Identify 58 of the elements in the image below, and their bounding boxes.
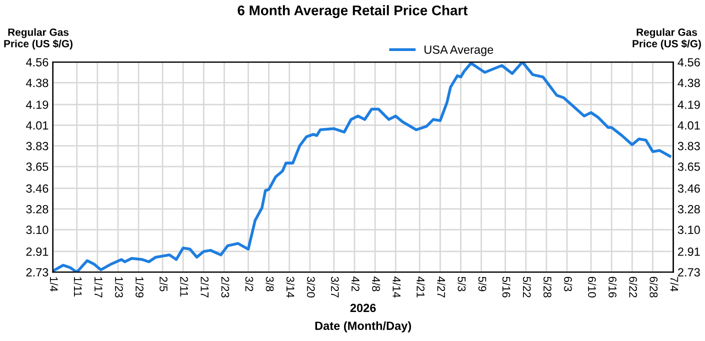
y-axis-title: Regular Gas Price (US $/G) (4, 28, 72, 50)
x-tick-label: 5/16 (502, 276, 510, 298)
y2-tick-label: 3.28 (678, 205, 700, 214)
x-tick-label: 5/3 (458, 276, 466, 292)
y2-tick-label: 3.65 (678, 162, 700, 171)
y2-tick-label: 4.38 (678, 78, 700, 88)
x-tick-label: 3/20 (306, 276, 316, 298)
x-tick-label: 4/21 (416, 276, 425, 298)
y2-tick-label: 3.46 (678, 184, 700, 193)
x-tick-label: 2/5 (160, 276, 168, 292)
x-tick-label: 1/11 (74, 277, 82, 297)
x-tick-label: 6/3 (564, 276, 572, 292)
x-tick-label: 1/29 (136, 277, 144, 298)
y-tick-label: 3.28 (26, 205, 48, 214)
y2-axis-title: Regular Gas Price (US $/G) (632, 28, 701, 50)
x-tick-label: 3/14 (286, 276, 295, 298)
x-tick-label: 3/2 (245, 276, 254, 292)
y2-tick-label: 3.83 (678, 142, 700, 150)
x-tick-label: 4/8 (372, 276, 380, 292)
x-tick-label: 3/8 (266, 276, 274, 292)
x-tick-label: 2/17 (200, 276, 209, 298)
x-tick-label: 2/11 (180, 276, 188, 297)
x-tick-label: 5/9 (478, 276, 487, 292)
x-tick-label: 6/16 (608, 276, 617, 298)
x-tick-label: 1/23 (115, 277, 124, 298)
x-tick-label: 6/10 (588, 276, 596, 298)
x-tick-label: 4/27 (437, 276, 446, 298)
y2-tick-label: 3.10 (678, 226, 700, 234)
y2-tick-label: 2.73 (678, 268, 700, 277)
x-tick-label: 5/28 (543, 276, 552, 298)
line-series (52, 62, 672, 272)
y-tick-label: 2.73 (26, 268, 48, 277)
x-tick-label: 4/2 (352, 276, 360, 292)
y2-tick-label: 4.01 (678, 121, 700, 130)
y2-tick-label: 4.19 (678, 100, 700, 109)
y-tick-label: 3.65 (26, 162, 48, 171)
x-tick-label: 1/17 (94, 277, 103, 298)
x-tick-label: 4/14 (392, 276, 401, 298)
y-tick-label: 4.19 (26, 100, 48, 109)
legend-label: USA Average (424, 45, 494, 56)
x-tick-label: 1/4 (50, 277, 58, 292)
x-axis-title: 2026 Date (Month/Day) (315, 304, 412, 332)
x-tick-label: 3/27 (330, 276, 340, 298)
x-tick-label: 2/23 (221, 276, 230, 298)
y-tick-label: 4.38 (26, 78, 48, 88)
x-tick-label: 6/22 (629, 276, 638, 298)
y2-tick-label: 2.91 (678, 247, 700, 256)
y-tick-label: 4.56 (26, 58, 48, 66)
y-tick-label: 3.46 (26, 184, 48, 193)
chart-title: 6 Month Average Retail Price Chart (238, 5, 468, 18)
y2-tick-label: 4.56 (678, 58, 700, 66)
x-tick-label: 6/28 (650, 276, 658, 298)
y-tick-label: 3.83 (26, 142, 48, 150)
y-tick-label: 4.01 (26, 121, 48, 130)
y-tick-label: 2.91 (26, 247, 48, 256)
x-tick-label: 5/22 (522, 276, 532, 298)
y-tick-label: 3.10 (26, 226, 48, 234)
x-tick-label: 7/4 (670, 276, 678, 292)
